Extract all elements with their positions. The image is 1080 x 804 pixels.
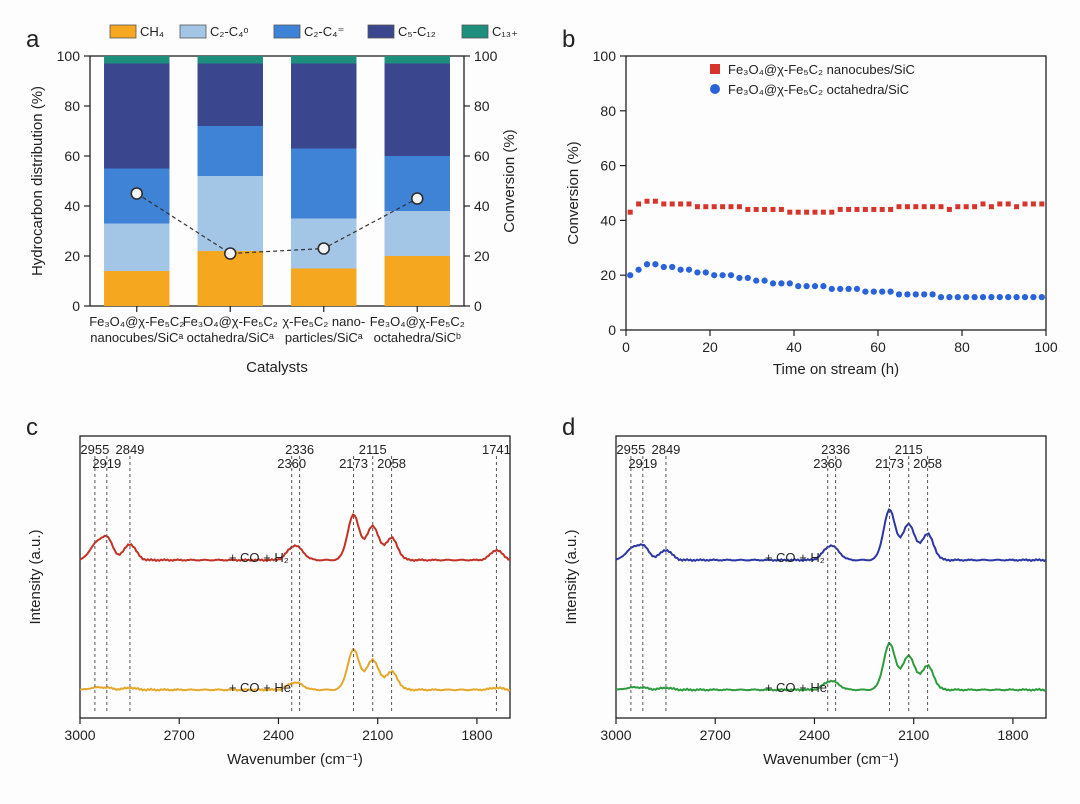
svg-text:Wavenumber (cm⁻¹): Wavenumber (cm⁻¹) [763,751,899,768]
panel-a-label: a [26,26,39,54]
svg-text:40: 40 [474,198,490,214]
svg-text:2955: 2955 [80,442,109,457]
svg-text:Hydrocarbon distribution (%): Hydrocarbon distribution (%) [29,86,46,276]
svg-text:Conversion (%): Conversion (%) [565,141,582,244]
svg-text:+ CO + He: + CO + He [765,680,827,695]
panel-a: a CH₄ C₂-C₄ᵒ C₂-C₄⁼ C₅-C₁₂ C₁₃₊ 0 0 20 20 40 40 60 6… [20,20,530,390]
svg-text:0: 0 [474,298,482,314]
svg-text:100: 100 [593,48,617,64]
svg-text:2058: 2058 [377,456,406,471]
svg-text:C₅-C₁₂: C₅-C₁₂ [398,24,436,39]
svg-text:Fe₃O₄@χ-Fe₅C₂: Fe₃O₄@χ-Fe₅C₂ [370,314,465,329]
svg-text:100: 100 [474,48,498,64]
svg-text:20: 20 [64,248,80,264]
svg-text:Catalysts: Catalysts [246,359,308,376]
svg-text:2360: 2360 [277,456,306,471]
svg-text:χ-Fe₅C₂ nano-: χ-Fe₅C₂ nano- [282,314,365,329]
svg-text:+ CO + H₂: + CO + H₂ [765,550,825,565]
svg-text:CH₄: CH₄ [140,24,164,39]
svg-text:2100: 2100 [898,727,929,743]
svg-text:2700: 2700 [164,727,195,743]
svg-text:nanocubes/SiCᵃ: nanocubes/SiCᵃ [90,330,183,345]
svg-text:2955: 2955 [616,442,645,457]
svg-text:Fe₃O₄@χ-Fe₅C₂ nanocubes/SiC: Fe₃O₄@χ-Fe₅C₂ nanocubes/SiC [728,62,915,77]
svg-text:Wavenumber (cm⁻¹): Wavenumber (cm⁻¹) [227,751,363,768]
panel-a-chart: CH₄ C₂-C₄ᵒ C₂-C₄⁼ C₅-C₁₂ C₁₃₊ 0 0 20 20 40 40 60 60 8… [20,20,530,390]
svg-text:2173: 2173 [339,456,368,471]
svg-text:2849: 2849 [115,442,144,457]
svg-text:2700: 2700 [700,727,731,743]
svg-text:80: 80 [954,339,970,355]
panel-b-label: b [562,26,575,54]
svg-text:particles/SiCᵃ: particles/SiCᵃ [285,330,363,345]
svg-text:Time on stream (h): Time on stream (h) [773,361,899,378]
svg-text:2115: 2115 [359,442,387,457]
panel-c-chart: 3000 2700 2400 2100 1800 + CO + H₂ + CO + He 29… [20,408,530,778]
panel-c: c 3000 2700 2400 2100 1800 + CO + H₂ + CO + He… [20,408,530,778]
panel-d-chart: 3000 2700 2400 2100 1800 + CO + H₂ + CO + He 29… [556,408,1066,778]
svg-text:1800: 1800 [461,727,492,743]
svg-text:80: 80 [474,98,490,114]
svg-text:0: 0 [608,322,616,338]
svg-text:40: 40 [600,212,616,228]
svg-text:Fe₃O₄@χ-Fe₅C₂ octahedra/SiC: Fe₃O₄@χ-Fe₅C₂ octahedra/SiC [728,82,909,97]
svg-text:2849: 2849 [651,442,680,457]
svg-text:C₁₃₊: C₁₃₊ [492,24,518,39]
svg-text:20: 20 [600,267,616,283]
svg-text:C₂-C₄ᵒ: C₂-C₄ᵒ [210,24,248,39]
svg-text:1741: 1741 [482,442,511,457]
svg-text:40: 40 [64,198,80,214]
svg-text:0: 0 [622,339,630,355]
svg-text:100: 100 [57,48,81,64]
panel-c-label: c [26,414,38,442]
svg-text:60: 60 [474,148,490,164]
panel-b: b 0 20 40 60 80 100 0 20 40 60 80 100 Fe₃O₄@χ-Fe₅C₂ … [556,20,1066,390]
svg-text:100: 100 [1034,339,1058,355]
svg-text:Intensity (a.u.): Intensity (a.u.) [563,529,580,624]
svg-text:2100: 2100 [362,727,393,743]
svg-text:60: 60 [870,339,886,355]
svg-text:60: 60 [64,148,80,164]
svg-text:+ CO + H₂: + CO + H₂ [229,550,289,565]
svg-text:2115: 2115 [895,442,923,457]
svg-text:Fe₃O₄@χ-Fe₅C₂: Fe₃O₄@χ-Fe₅C₂ [89,314,184,329]
svg-text:octahedra/SiCᵃ: octahedra/SiCᵃ [187,330,274,345]
panel-b-chart: 0 20 40 60 80 100 0 20 40 60 80 100 Fe₃O₄@χ-Fe₅C₂ na… [556,20,1066,390]
svg-text:3000: 3000 [64,727,95,743]
svg-text:octahedra/SiCᵇ: octahedra/SiCᵇ [374,330,461,345]
svg-text:80: 80 [64,98,80,114]
svg-text:80: 80 [600,103,616,119]
svg-text:C₂-C₄⁼: C₂-C₄⁼ [304,24,344,39]
svg-text:60: 60 [600,158,616,174]
svg-text:2173: 2173 [875,456,904,471]
svg-text:2919: 2919 [92,456,121,471]
svg-text:20: 20 [474,248,490,264]
svg-text:3000: 3000 [600,727,631,743]
svg-text:2400: 2400 [799,727,830,743]
svg-text:Conversion (%): Conversion (%) [501,129,518,232]
svg-text:2919: 2919 [628,456,657,471]
svg-text:2400: 2400 [263,727,294,743]
svg-text:Fe₃O₄@χ-Fe₅C₂: Fe₃O₄@χ-Fe₅C₂ [183,314,278,329]
svg-text:2336: 2336 [285,442,314,457]
svg-text:40: 40 [786,339,802,355]
svg-text:2360: 2360 [813,456,842,471]
svg-text:1800: 1800 [997,727,1028,743]
svg-text:2058: 2058 [913,456,942,471]
svg-text:20: 20 [702,339,718,355]
svg-text:2336: 2336 [821,442,850,457]
panel-d-label: d [562,414,575,442]
svg-text:0: 0 [72,298,80,314]
panel-d: d 3000 2700 2400 2100 1800 + CO + H₂ + CO + He… [556,408,1066,778]
svg-text:Intensity (a.u.): Intensity (a.u.) [27,529,44,624]
svg-text:+ CO + He: + CO + He [229,680,291,695]
